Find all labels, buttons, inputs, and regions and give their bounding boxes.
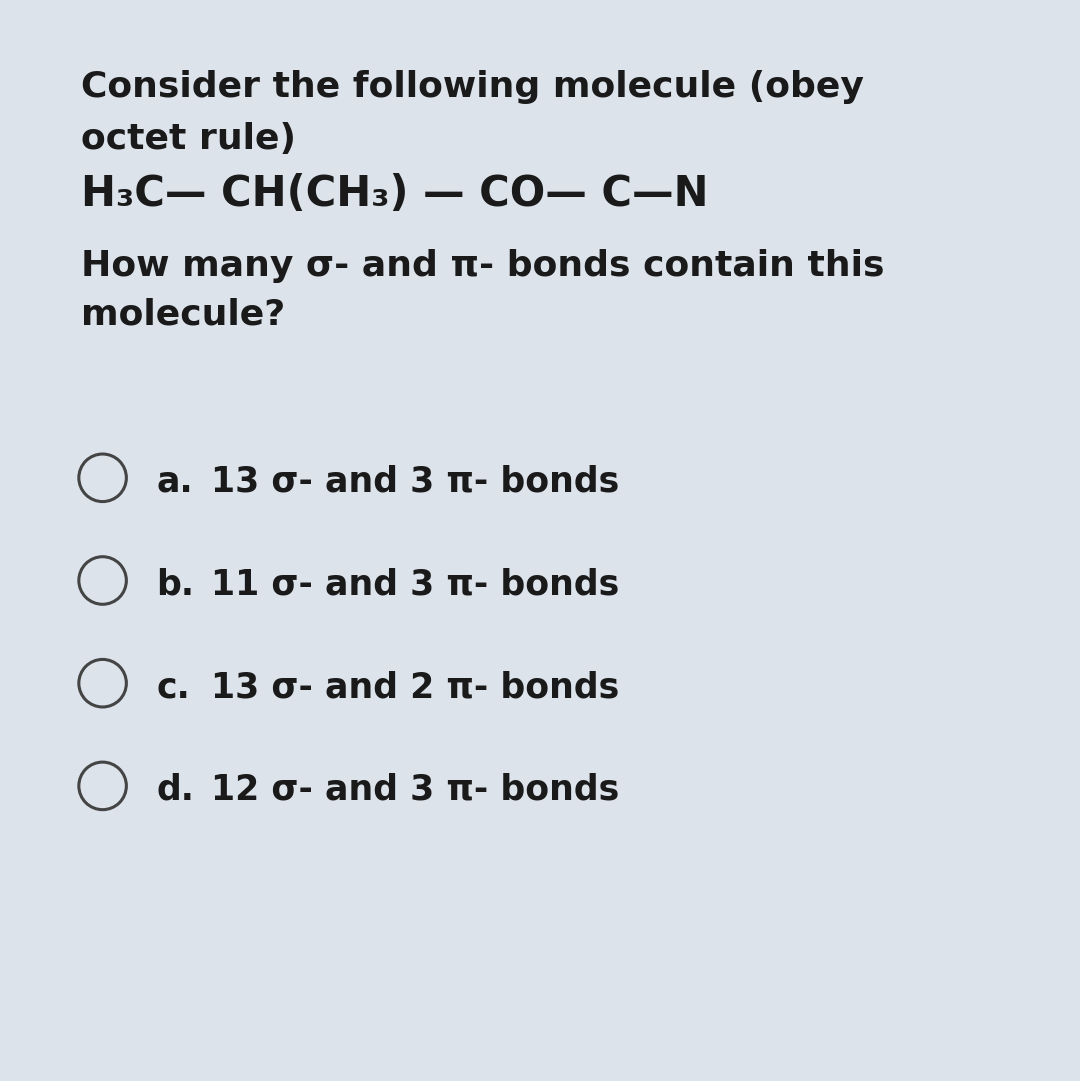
Text: 13 σ- and 3 π- bonds: 13 σ- and 3 π- bonds [211,465,619,498]
Text: Consider the following molecule (obey: Consider the following molecule (obey [81,70,864,104]
Text: H₃C— CH(CH₃) — CO— C—N: H₃C— CH(CH₃) — CO— C—N [81,173,708,215]
Text: octet rule): octet rule) [81,122,296,156]
Text: 13 σ- and 2 π- bonds: 13 σ- and 2 π- bonds [211,670,619,704]
Text: d.: d. [157,773,194,806]
Text: 11 σ- and 3 π- bonds: 11 σ- and 3 π- bonds [211,568,619,601]
Text: b.: b. [157,568,194,601]
Text: molecule?: molecule? [81,297,285,331]
Text: c.: c. [157,670,190,704]
Text: a.: a. [157,465,193,498]
Text: How many σ- and π- bonds contain this: How many σ- and π- bonds contain this [81,249,885,282]
Text: 12 σ- and 3 π- bonds: 12 σ- and 3 π- bonds [211,773,619,806]
